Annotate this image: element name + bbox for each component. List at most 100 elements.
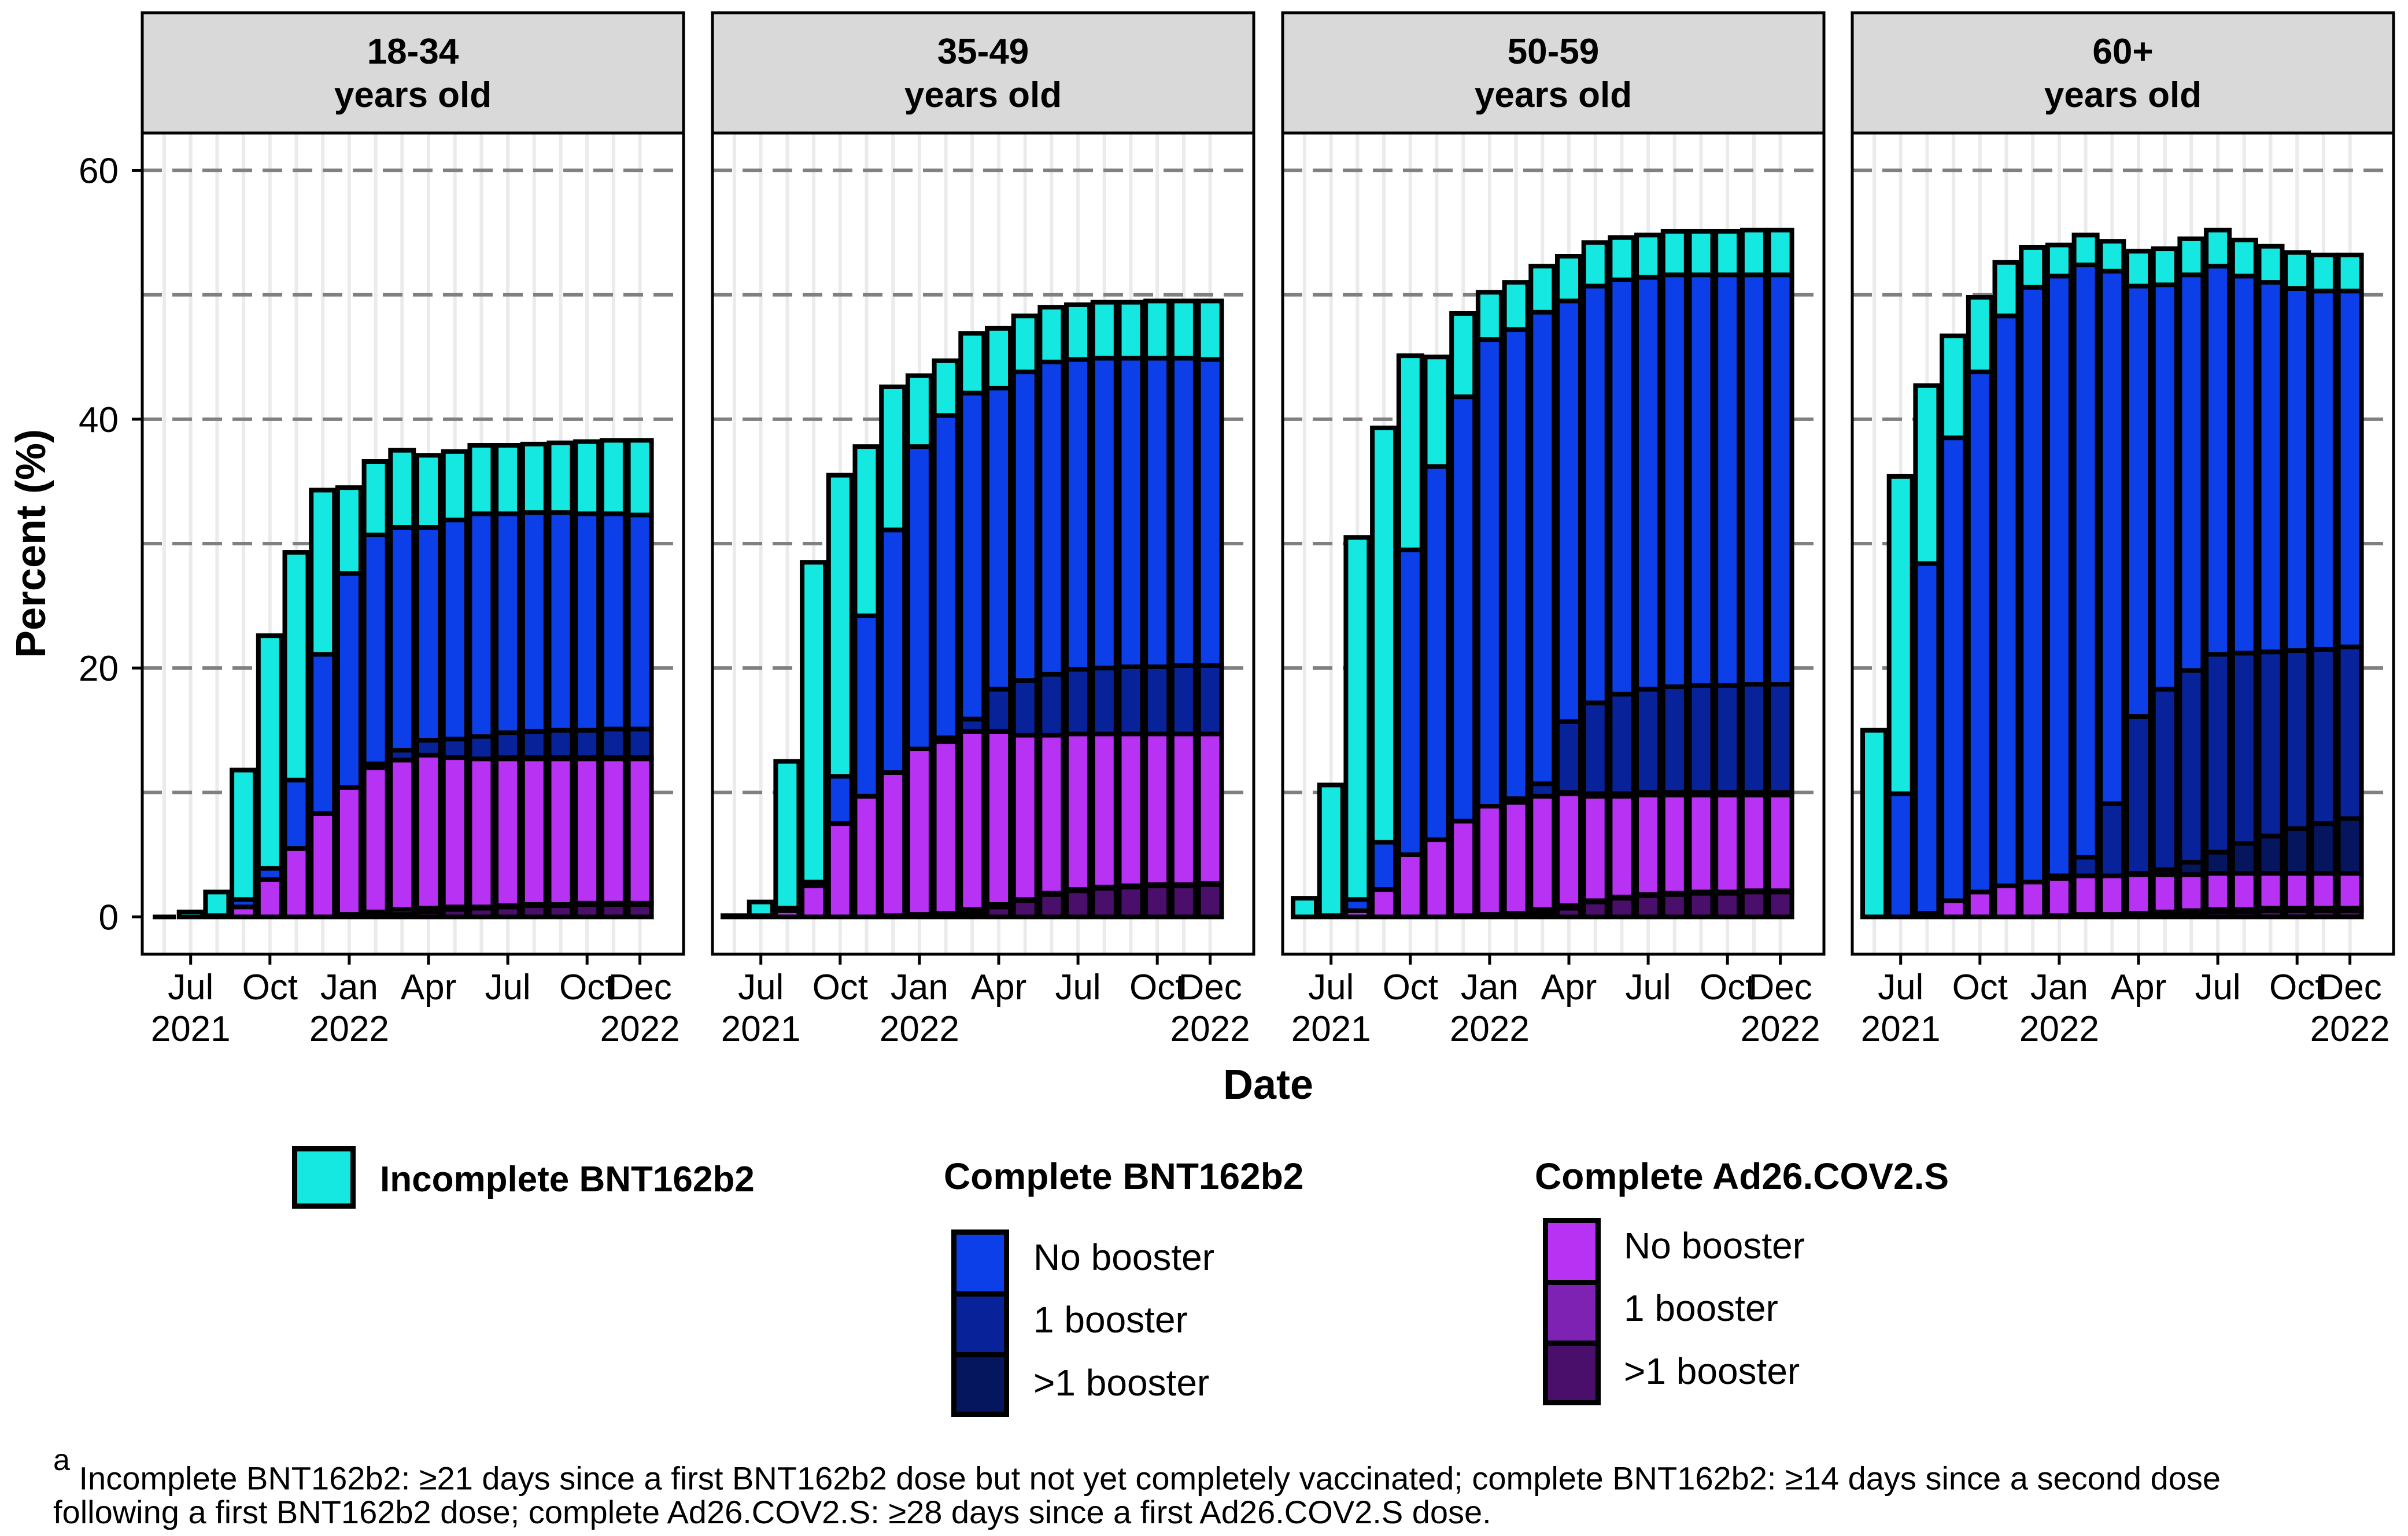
- bar-segment-complete-ad26-cov2-s-no-booster-2022-03: [2098, 873, 2126, 917]
- facet-strip-2: [711, 11, 1255, 135]
- bar-segment-complete-bnt162b2-1-booster-2022-07: [494, 730, 522, 760]
- bar-segment-complete-ad26-cov2-s-1-booster-2022-12: [1196, 882, 1224, 920]
- bar-segment-complete-ad26-cov2-s-no-booster-2022-09: [2256, 871, 2285, 911]
- bar-segment-complete-bnt162b2-no-booster-2022-12: [626, 512, 654, 732]
- bar-segment-complete-ad26-cov2-s-1-booster-2022-12: [1766, 889, 1794, 920]
- bar-segment-complete-ad26-cov2-s-no-booster-2021-09: [1940, 898, 1968, 920]
- x-tick-label-month: Dec: [1748, 968, 1812, 1007]
- bar-segment-incomplete-bnt162b2-2021-12: [2019, 245, 2047, 290]
- bar-segment-complete-bnt162b2-no-booster-2022-01: [1475, 337, 1504, 808]
- bar-segment-complete-ad26-cov2-s-no-booster-2022-02: [361, 765, 390, 914]
- bar-segment-complete-ad26-cov2-s-no-booster-2021-11: [1992, 883, 2021, 920]
- bar-segment-complete-ad26-cov2-s-1-booster-2022-10: [1713, 891, 1742, 920]
- bar-segment-incomplete-bnt162b2-2022-05: [2151, 246, 2179, 287]
- bar-segment-complete-ad26-cov2-s-no-booster-2022-02: [932, 739, 960, 916]
- bar-segment-complete-bnt162b2-no-booster-2021-12: [2019, 285, 2047, 885]
- bar-segment-complete-bnt162b2-1-booster-2022-08: [1660, 684, 1689, 795]
- x-tick-label-month: Jul: [168, 968, 213, 1007]
- bar-segment-complete-bnt162b2-1-booster-2022-10: [1143, 664, 1172, 737]
- bar-segment-complete-bnt162b2-no-booster-2021-09: [1940, 435, 1968, 903]
- bar-segment-complete-bnt162b2-no-booster-2022-01: [335, 571, 363, 790]
- bar-segment-complete-ad26-cov2-s-no-booster-2022-11: [2309, 871, 2337, 911]
- bar-segment-complete-ad26-cov2-s-1-booster-2022-05: [1011, 898, 1039, 920]
- bar-segment-incomplete-bnt162b2-2022-10: [1143, 298, 1172, 361]
- bar-segment-complete-bnt162b2-1-booster-2022-09: [1687, 683, 1715, 795]
- bar-segment-complete-bnt162b2-no-booster-2022-07: [2204, 264, 2232, 657]
- legend-title-complete-ad26: Complete Ad26.COV2.S: [1535, 1155, 1949, 1197]
- legend-key-incomplete-bnt162b2: [292, 1146, 356, 1209]
- x-tick-label-month: Jan: [2030, 968, 2088, 1007]
- x-tick-label-month: Jan: [320, 968, 378, 1007]
- bar-segment-complete-bnt162b2-no-booster-2022-07: [1064, 357, 1092, 672]
- bar-segment-complete-ad26-cov2-s-no-booster-2021-10: [256, 877, 284, 920]
- bar-segment-incomplete-bnt162b2-2021-08: [1343, 535, 1372, 902]
- bar-segment-complete-ad26-cov2-s-no-booster-2022-01: [905, 747, 933, 917]
- bar-segment-complete-ad26-cov2-s-no-booster-2022-07: [1064, 732, 1092, 892]
- x-tick-label-year: 2022: [600, 1009, 680, 1049]
- bar-segment-complete-bnt162b2-no-booster-2022-07: [494, 511, 522, 736]
- legend-key-bnt162b2-1-booster: [951, 1291, 1009, 1355]
- bar-segment-incomplete-bnt162b2-2022-07: [1064, 302, 1092, 362]
- bar-segment-complete-bnt162b2-no-booster-2021-08: [1913, 561, 1941, 915]
- bar-segment-incomplete-bnt162b2-2022-01: [335, 485, 363, 576]
- bar-segment-complete-bnt162b2-no-booster-2022-01: [905, 444, 933, 751]
- bar-segment-complete-ad26-cov2-s-no-booster-2022-12: [2336, 871, 2364, 911]
- bar-segment-complete-bnt162b2-no-booster-2022-08: [1660, 272, 1689, 689]
- bar-segment-complete-bnt162b2-1-booster-2022-04: [985, 686, 1013, 734]
- bar-segment-complete-bnt162b2-1-booster-2022-12: [626, 726, 654, 760]
- bar-segment-complete-bnt162b2-no-booster-2022-04: [985, 386, 1013, 692]
- legend-title-complete-bnt162b2: Complete BNT162b2: [944, 1155, 1304, 1197]
- bar-segment-incomplete-bnt162b2-2022-10: [1713, 228, 1742, 278]
- bar-segment-incomplete-bnt162b2-2022-06: [2177, 236, 2206, 278]
- bar-segment-complete-bnt162b2-no-booster-2022-11: [599, 511, 627, 732]
- bar-segment-complete-ad26-cov2-s-no-booster-2021-11: [1423, 837, 1451, 920]
- facet-title-line-2: years old: [1475, 75, 1632, 115]
- bar-segment-complete-ad26-cov2-s-no-booster-2021-10: [1396, 852, 1424, 920]
- bar-segment-complete-ad26-cov2-s-1-booster-2022-09: [1117, 884, 1145, 920]
- bar-segment-complete-bnt162b2-no-booster-2021-12: [1449, 394, 1478, 824]
- bar-segment-complete-ad26-cov2-s-no-booster-2021-12: [1449, 818, 1478, 918]
- legend-label-ad26-1-booster: 1 booster: [1624, 1287, 1778, 1329]
- bar-segment-complete-bnt162b2-no-booster-2022-06: [467, 511, 496, 739]
- bar-segment-complete-ad26-cov2-s-1-booster-2022-11: [1739, 889, 1768, 920]
- bar-segment-complete-bnt162b2-1-booster-2022-11: [1169, 663, 1198, 737]
- bar-segment-incomplete-bnt162b2-2022-03: [2098, 239, 2126, 274]
- bar-segment-complete-ad26-cov2-s-no-booster-2022-09: [1117, 732, 1145, 888]
- bar-segment-complete-bnt162b2-no-booster-2022-10: [1143, 356, 1172, 669]
- bar-segment-incomplete-bnt162b2-2022-07: [2204, 227, 2232, 269]
- bar-segment-complete-bnt162b2-1-booster-2022-07: [2204, 850, 2232, 876]
- bar-segment-incomplete-bnt162b2-2021-06: [721, 913, 748, 920]
- bar-segment-complete-ad26-cov2-s-1-booster-2022-07: [1064, 888, 1092, 920]
- bar-segment-complete-bnt162b2-no-booster-2022-08: [520, 510, 548, 734]
- bar-segment-incomplete-bnt162b2-2022-03: [958, 331, 987, 396]
- y-axis-title: Percent (%): [8, 429, 54, 658]
- bar-segment-incomplete-bnt162b2-2022-01: [2045, 242, 2073, 279]
- bar-segment-complete-bnt162b2-1-booster-2022-05: [2151, 686, 2179, 872]
- bar-segment-complete-bnt162b2-no-booster-2022-02: [1502, 327, 1530, 802]
- bar-segment-complete-bnt162b2-1-booster-2022-06: [2177, 668, 2206, 865]
- bar-segment-incomplete-bnt162b2-2022-07: [494, 443, 522, 516]
- bar-segment-complete-bnt162b2-no-booster-2022-09: [1117, 356, 1145, 669]
- bar-segment-complete-ad26-cov2-s-1-booster-2022-09: [1687, 891, 1715, 920]
- bar-segment-complete-bnt162b2-no-booster-2021-11: [1992, 313, 2021, 888]
- x-tick-label-month: Jul: [1625, 968, 1671, 1007]
- bar-segment-complete-bnt162b2-1-booster-2022-11: [2309, 647, 2337, 826]
- bar-segment-incomplete-bnt162b2-2021-11: [1992, 260, 2021, 319]
- x-tick-label-year: 2022: [1741, 1009, 1820, 1049]
- bar-segment-complete-bnt162b2-1-booster-2022-06: [1608, 692, 1636, 796]
- bar-segment-complete-bnt162b2-no-booster-2021-12: [879, 527, 907, 775]
- bar-segment-incomplete-bnt162b2-2021-07: [747, 899, 775, 918]
- bar-segment-complete-ad26-cov2-s-1-booster-2022-07: [1634, 893, 1663, 920]
- bar-segment-incomplete-bnt162b2-2022-02: [1502, 280, 1530, 332]
- bar-segment-complete-ad26-cov2-s-no-booster-2021-12: [879, 770, 907, 918]
- x-tick-label-month: Jul: [2195, 968, 2240, 1007]
- bar-segment-complete-bnt162b2-no-booster-2022-05: [1011, 370, 1039, 683]
- bar-segment-complete-bnt162b2-no-booster-2022-05: [441, 518, 469, 741]
- bar-segment-complete-bnt162b2-no-booster-2022-12: [1766, 272, 1794, 687]
- legend-label-ad26-gt1-booster: >1 booster: [1624, 1350, 1800, 1392]
- bar-segment-incomplete-bnt162b2-2022-03: [388, 448, 416, 530]
- bar-segment-incomplete-bnt162b2-2021-07: [1886, 474, 1915, 796]
- bar-segment-incomplete-bnt162b2-2022-08: [2230, 238, 2258, 279]
- facet-title-line-2: years old: [2044, 75, 2202, 115]
